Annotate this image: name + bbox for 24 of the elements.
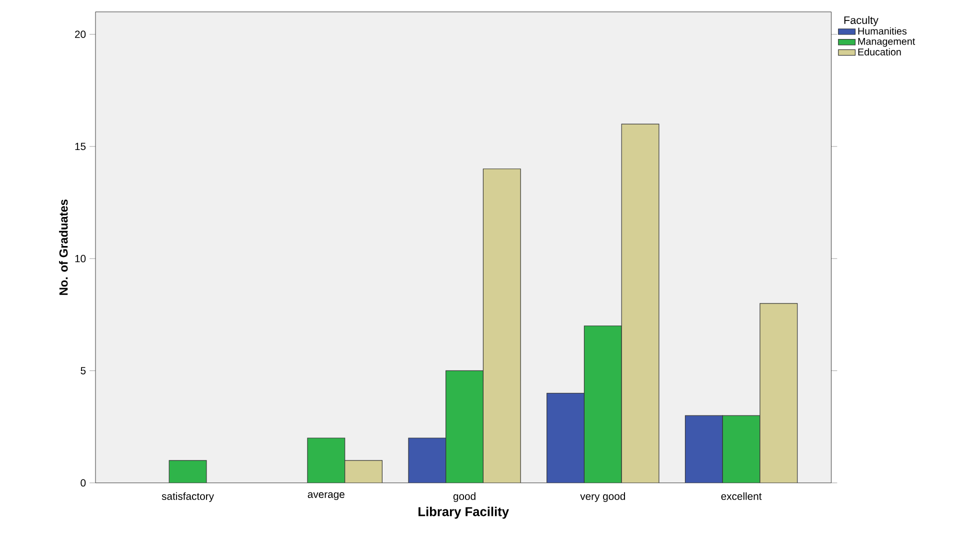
legend-title: Faculty (844, 16, 878, 26)
legend-label: Education (858, 48, 901, 56)
bar (760, 302, 798, 483)
y-tick-label: 5 (80, 366, 86, 374)
legend-label: Management (858, 38, 916, 47)
y-tick-label: 0 (80, 478, 86, 486)
y-axis-title: No. of Graduates (59, 199, 68, 295)
bar (344, 460, 383, 483)
bar (168, 460, 207, 483)
bar (684, 415, 723, 483)
x-tick-label: average (308, 492, 344, 500)
bar (621, 124, 660, 483)
bar (408, 437, 446, 483)
y-tick-label: 10 (75, 254, 86, 262)
bar (546, 392, 585, 483)
x-tick-label: satisfactory (162, 492, 214, 502)
y-tick-label: 15 (75, 142, 86, 150)
x-axis-title: Library Facility (418, 506, 509, 519)
x-tick-label: very good (580, 492, 625, 502)
x-tick-label: good (453, 492, 476, 502)
y-tick-label: 20 (75, 30, 86, 38)
legend-label: Humanities (858, 27, 907, 34)
bar (482, 168, 521, 483)
x-tick-label: excellent (721, 492, 762, 500)
